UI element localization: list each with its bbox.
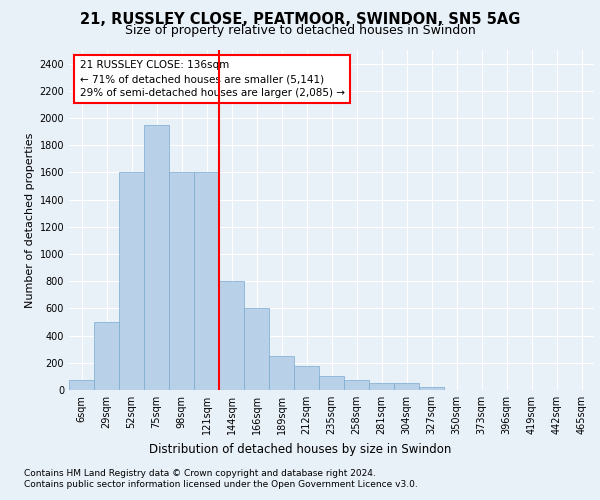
Bar [369,383,394,390]
Bar [269,356,294,390]
Text: Distribution of detached houses by size in Swindon: Distribution of detached houses by size … [149,442,451,456]
Bar [419,386,444,390]
Bar [319,376,344,390]
Bar [69,380,94,390]
Bar [169,172,194,390]
Y-axis label: Number of detached properties: Number of detached properties [25,132,35,308]
Bar [294,366,319,390]
Text: Contains public sector information licensed under the Open Government Licence v3: Contains public sector information licen… [24,480,418,489]
Text: Contains HM Land Registry data © Crown copyright and database right 2024.: Contains HM Land Registry data © Crown c… [24,469,376,478]
Text: Size of property relative to detached houses in Swindon: Size of property relative to detached ho… [125,24,475,37]
Text: 21, RUSSLEY CLOSE, PEATMOOR, SWINDON, SN5 5AG: 21, RUSSLEY CLOSE, PEATMOOR, SWINDON, SN… [80,12,520,28]
Bar [219,281,244,390]
Bar [194,172,219,390]
Bar [119,172,144,390]
Text: 21 RUSSLEY CLOSE: 136sqm
← 71% of detached houses are smaller (5,141)
29% of sem: 21 RUSSLEY CLOSE: 136sqm ← 71% of detach… [79,60,344,98]
Bar [94,322,119,390]
Bar [244,308,269,390]
Bar [394,383,419,390]
Bar [344,380,369,390]
Bar [144,125,169,390]
